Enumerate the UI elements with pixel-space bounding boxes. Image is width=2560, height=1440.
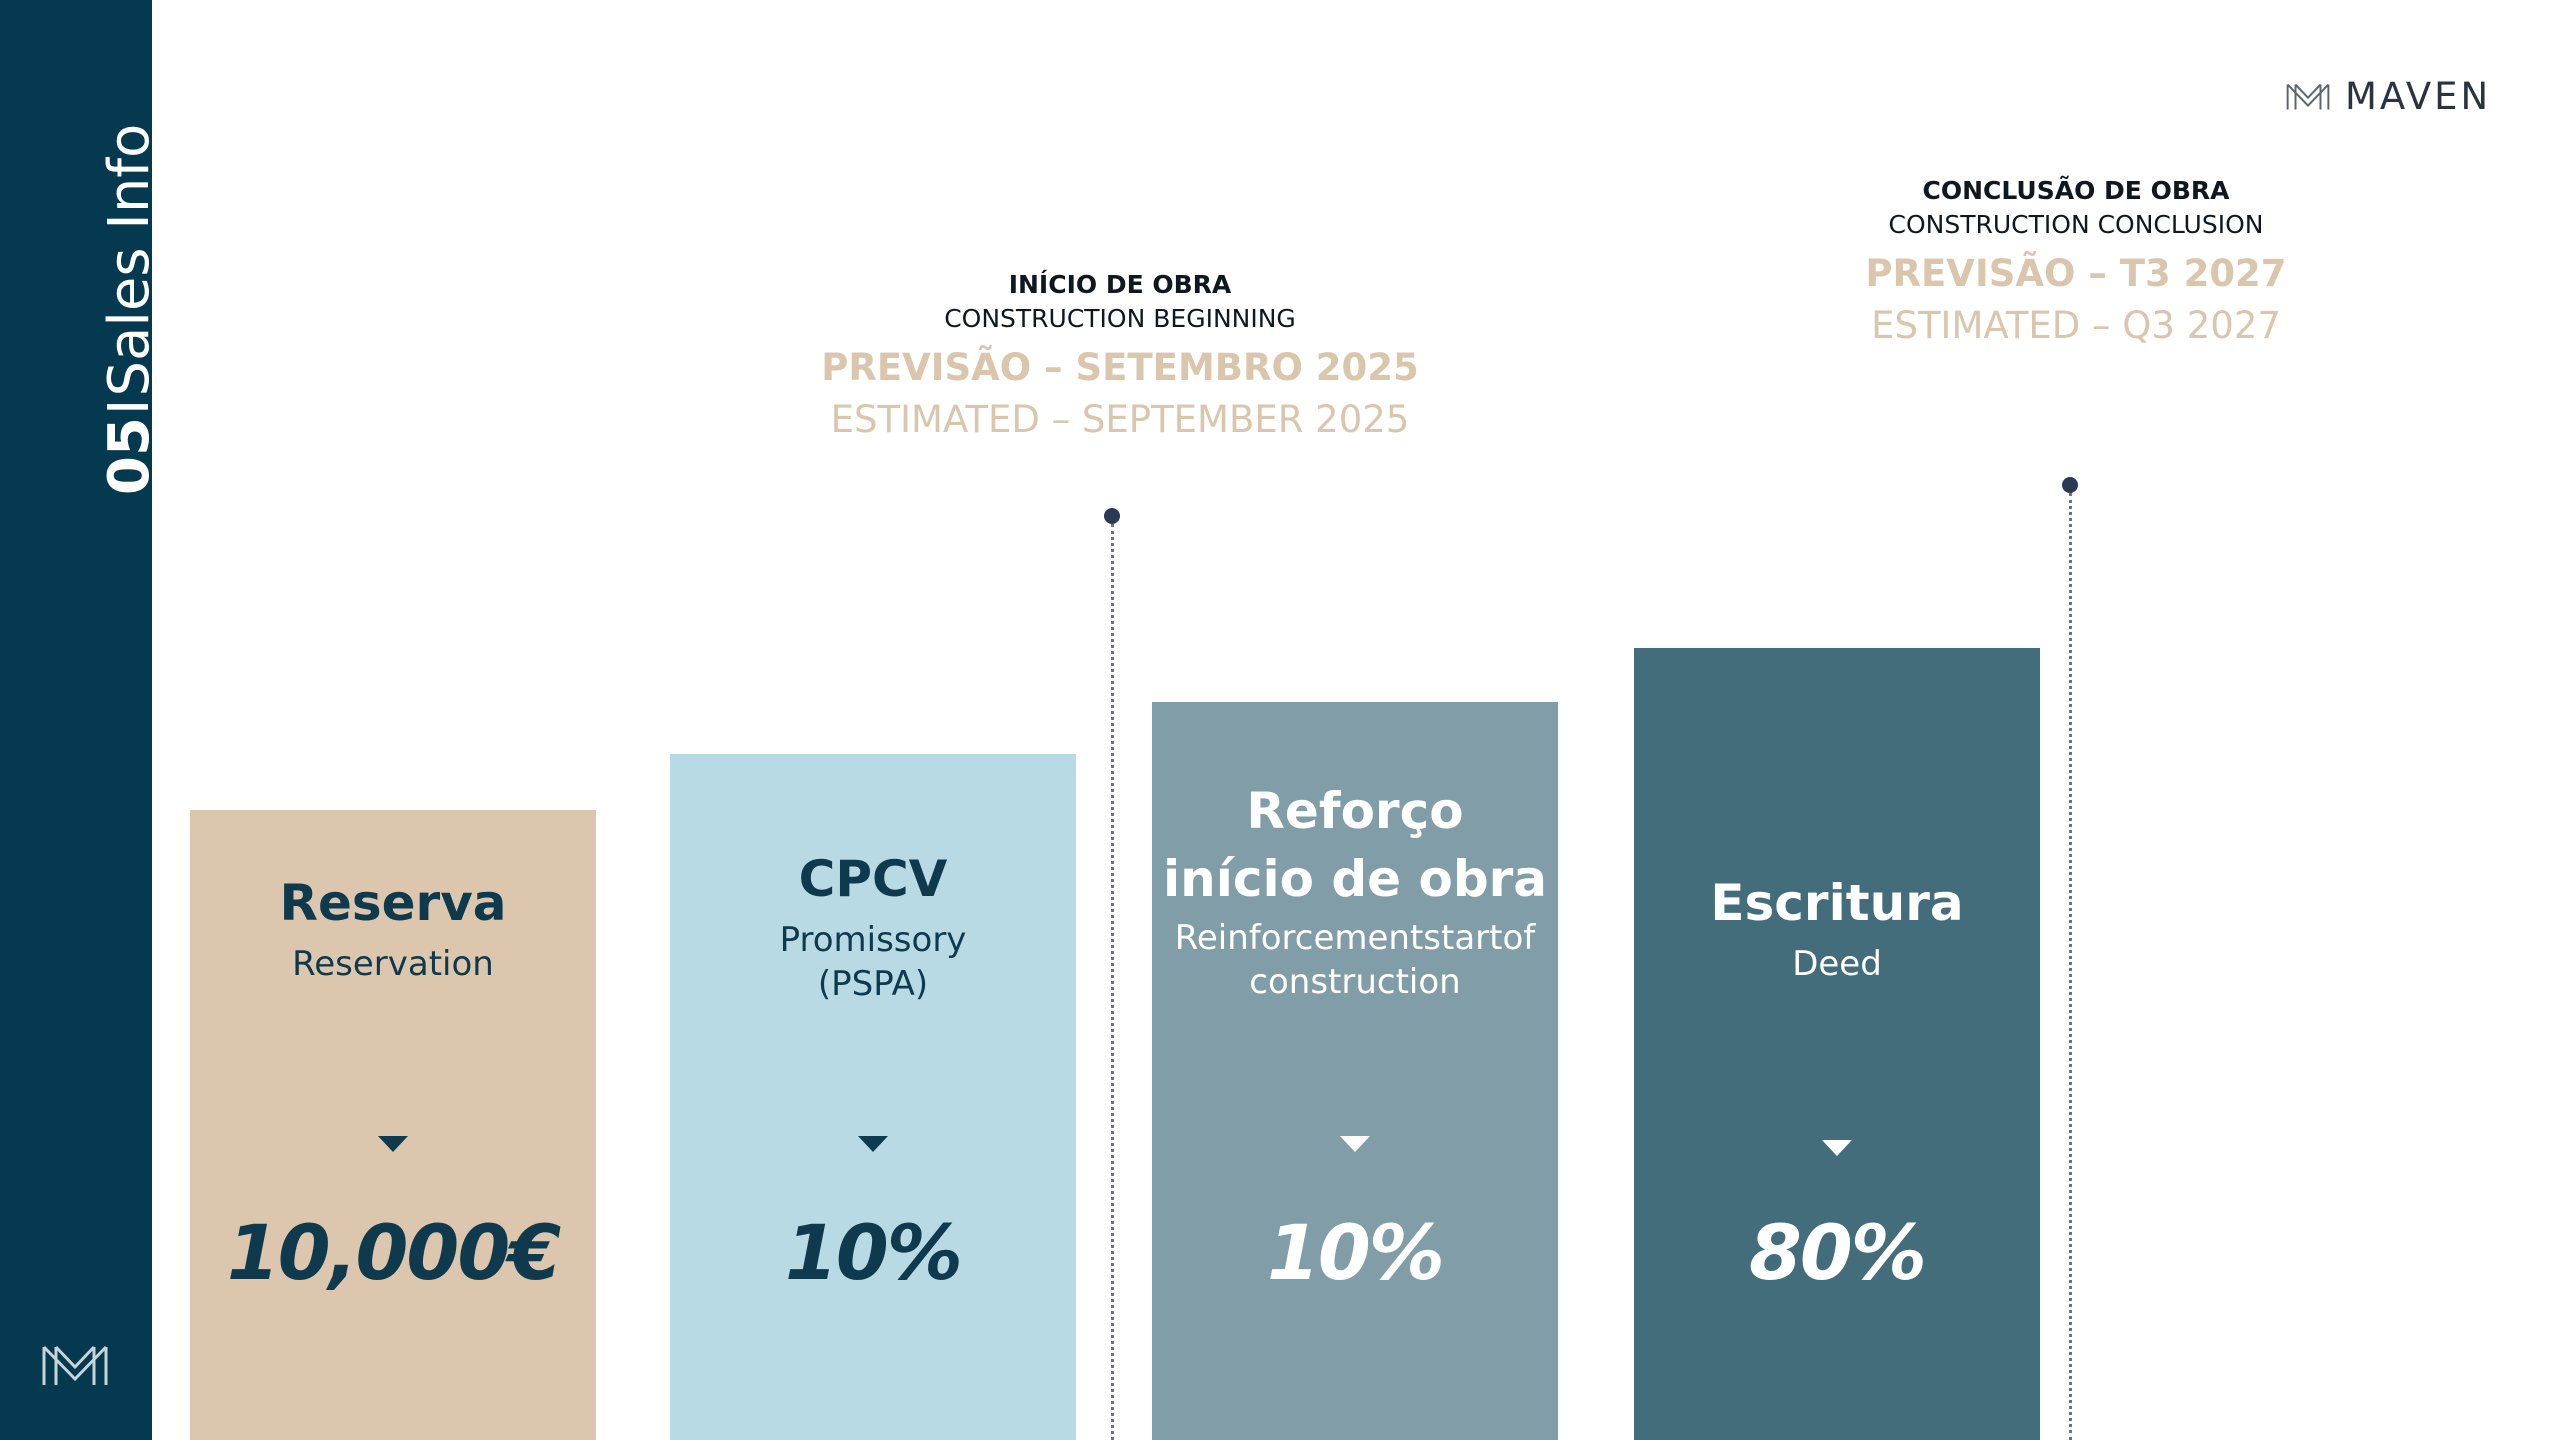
section-separator: I bbox=[97, 398, 162, 416]
brand-logo: MAVEN bbox=[2285, 78, 2491, 115]
stage-value: 10% bbox=[1267, 1208, 1445, 1297]
stage-title-line2: início de obra bbox=[1162, 850, 1548, 908]
stage-subtitle-line2: (PSPA) bbox=[817, 964, 929, 1004]
timeline-line bbox=[2069, 493, 2072, 1440]
stage-value: 10% bbox=[785, 1208, 963, 1297]
stage-value: 10,000€ bbox=[226, 1208, 561, 1297]
sidebar: 05ISales Info bbox=[0, 0, 162, 1440]
milestone-subtitle: CONSTRUCTION BEGINNING bbox=[944, 304, 1296, 333]
milestone-estimate-en: ESTIMATED – Q3 2027 bbox=[1871, 304, 2281, 347]
stage-cpcv: CPCV Promissory (PSPA) 10% bbox=[670, 754, 1076, 1440]
caret-down-icon bbox=[1340, 1136, 1370, 1152]
section-title: 05ISales Info bbox=[97, 124, 162, 495]
caret-down-icon bbox=[858, 1136, 888, 1152]
stage-subtitle: Promissory bbox=[779, 920, 967, 960]
timeline-dot bbox=[1104, 508, 1120, 524]
stage-subtitle: Reinforcementstartof bbox=[1174, 918, 1536, 958]
milestone-title: INÍCIO DE OBRA bbox=[1008, 270, 1232, 299]
milestone-construction-conclusion: CONCLUSÃO DE OBRA CONSTRUCTION CONCLUSIO… bbox=[1726, 174, 2426, 352]
caret-down-icon bbox=[378, 1136, 408, 1152]
section-number: 05 bbox=[97, 417, 162, 495]
stage-reinforcement: Reforço início de obra Reinforcementstar… bbox=[1152, 702, 1558, 1440]
stage-title: CPCV bbox=[798, 850, 948, 908]
section-name: Sales Info bbox=[97, 123, 162, 397]
maven-monogram-icon bbox=[42, 1345, 108, 1385]
stage-reservation: Reserva Reservation 10,000€ bbox=[190, 810, 596, 1440]
milestone-subtitle: CONSTRUCTION CONCLUSION bbox=[1888, 210, 2264, 239]
stage-subtitle: Deed bbox=[1792, 944, 1882, 984]
milestone-construction-beginning: INÍCIO DE OBRA CONSTRUCTION BEGINNING PR… bbox=[770, 268, 1470, 446]
stage-subtitle-line2: construction bbox=[1249, 962, 1461, 1002]
stage-title: Reforço bbox=[1246, 782, 1464, 840]
caret-down-icon bbox=[1822, 1140, 1852, 1156]
timeline-line bbox=[1111, 524, 1114, 1440]
stage-value: 80% bbox=[1749, 1208, 1927, 1297]
milestone-title: CONCLUSÃO DE OBRA bbox=[1922, 176, 2230, 205]
stage-subtitle: Reservation bbox=[292, 944, 494, 984]
brand-name: MAVEN bbox=[2345, 75, 2492, 118]
stage-deed: Escritura Deed 80% bbox=[1634, 648, 2040, 1440]
stage-title: Escritura bbox=[1710, 874, 1964, 932]
milestone-estimate-pt: PREVISÃO – T3 2027 bbox=[1865, 252, 2287, 295]
stage-title: Reserva bbox=[279, 874, 507, 932]
milestone-estimate-en: ESTIMATED – SEPTEMBER 2025 bbox=[830, 398, 1410, 441]
maven-monogram-icon bbox=[2286, 83, 2330, 109]
milestone-estimate-pt: PREVISÃO – SETEMBRO 2025 bbox=[821, 346, 1419, 389]
timeline-dot bbox=[2062, 477, 2078, 493]
